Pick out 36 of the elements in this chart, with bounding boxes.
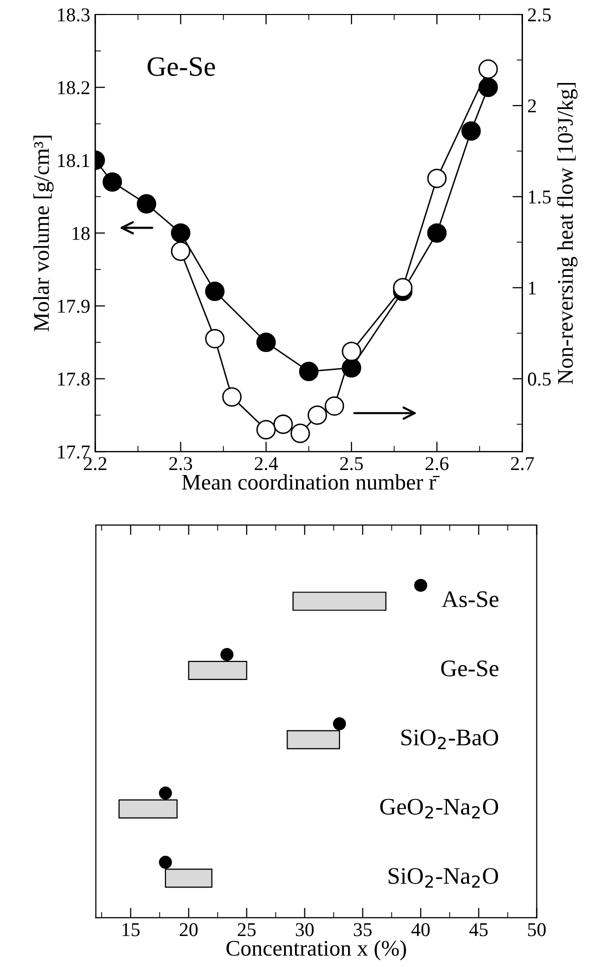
y-tick-label: 18.1 (58, 154, 90, 168)
y2-axis-title: Non-reversing heat flow [10³J/kg] (557, 82, 578, 384)
annotation: Ge-Se (148, 57, 215, 76)
x-tick-label: 40 (411, 923, 430, 936)
y-tick-label: Ge-Se (441, 660, 498, 676)
y-tick-label: As-Se (442, 591, 498, 608)
x-axis-title: Mean coordination number r̄ (182, 474, 440, 490)
y-tick-label: 18.3 (58, 8, 90, 22)
y-tick-label: SiO$_{2}$-Na$_{2}$O (388, 868, 498, 888)
x-tick-label: 30 (296, 923, 314, 936)
x-tick-label: 2.5 (340, 457, 363, 470)
x-tick-label: 2.2 (84, 457, 106, 470)
y-tick-label: 17.8 (58, 372, 90, 386)
y-axis-title: Molar volume [g/cm³] (33, 136, 54, 332)
y-tick-label: 18.2 (58, 81, 90, 94)
y2-tick-label: 0.5 (528, 372, 551, 386)
x-tick-label: 25 (238, 923, 256, 936)
y-tick-label: 18 (72, 226, 90, 240)
x-tick-label: 45 (469, 923, 488, 936)
x-tick-label: 35 (354, 923, 372, 936)
x-tick-label: 2.3 (169, 457, 192, 470)
x-tick-label: 50 (528, 923, 546, 936)
x-tick-label: 2.4 (254, 457, 278, 470)
x-axis-title: Concentration x (%) (226, 940, 406, 960)
y-tick-label: GeO$_{2}$-Na$_{2}$O (380, 798, 498, 818)
x-tick-label: 15 (122, 923, 140, 936)
x-tick-label: 2.6 (426, 457, 448, 470)
x-tick-label: 20 (180, 923, 198, 936)
y-tick-label: 17.7 (58, 446, 90, 459)
y2-tick-label: 2.5 (528, 8, 551, 22)
y2-tick-label: 2 (528, 99, 536, 112)
y2-tick-label: 1 (528, 282, 536, 294)
y-tick-label: 17.9 (58, 300, 90, 313)
y-tick-label: SiO$_{2}$-BaO (401, 730, 498, 750)
y2-tick-label: 1.5 (528, 190, 551, 204)
x-tick-label: 2.7 (511, 457, 534, 470)
